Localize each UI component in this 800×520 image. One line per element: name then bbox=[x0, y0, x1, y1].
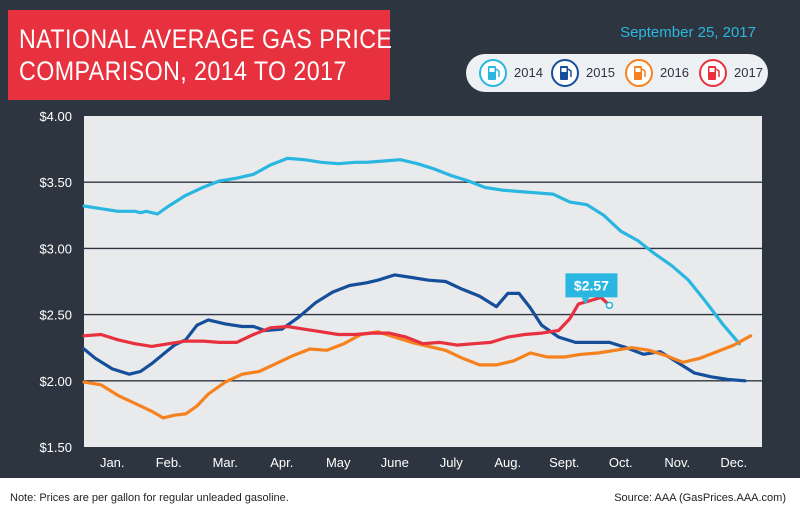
source-credit: Source: AAA (GasPrices.AAA.com) bbox=[614, 492, 786, 504]
gas-pump-icon bbox=[479, 59, 507, 87]
footnote: Note: Prices are per gallon for regular … bbox=[10, 492, 289, 504]
x-tick-label: Nov. bbox=[664, 455, 690, 470]
x-tick-label: June bbox=[381, 455, 409, 470]
series-line-2017 bbox=[82, 295, 612, 348]
x-tick-label: Sept. bbox=[549, 455, 579, 470]
y-tick-label: $4.00 bbox=[39, 109, 72, 124]
y-tick-label: $2.00 bbox=[39, 374, 72, 389]
x-tick-label: Aug. bbox=[494, 455, 521, 470]
legend-label: 2016 bbox=[660, 65, 689, 80]
series-line-2014 bbox=[82, 156, 741, 346]
report-date: September 25, 2017 bbox=[620, 24, 756, 41]
gas-pump-icon bbox=[625, 59, 653, 87]
x-tick-label: July bbox=[440, 455, 464, 470]
y-tick-label: $3.00 bbox=[39, 241, 72, 256]
chart-title-line-2: COMPARISON, 2014 TO 2017 bbox=[19, 56, 347, 86]
x-tick-label: Feb. bbox=[156, 455, 182, 470]
gas-pump-icon bbox=[699, 59, 727, 87]
footer: Note: Prices are per gallon for regular … bbox=[0, 478, 800, 520]
y-tick-label: $2.50 bbox=[39, 308, 72, 323]
annotation-label: $2.57 bbox=[574, 277, 609, 293]
title-banner: NATIONAL AVERAGE GAS PRICE COMPARISON, 2… bbox=[8, 10, 393, 100]
x-tick-label: Oct. bbox=[609, 455, 633, 470]
legend: 2014 2015 2016 2017 bbox=[466, 54, 768, 92]
series-line-2016 bbox=[82, 330, 753, 420]
plot-area bbox=[84, 116, 762, 447]
x-tick-label: Dec. bbox=[720, 455, 747, 470]
legend-label: 2017 bbox=[734, 65, 763, 80]
legend-label: 2015 bbox=[586, 65, 615, 80]
annotation-marker bbox=[605, 301, 614, 310]
gas-pump-icon bbox=[551, 59, 579, 87]
x-tick-label: Jan. bbox=[100, 455, 125, 470]
line-chart: $4.00 $3.50 $3.00 $2.50 $2.00 $1.50 Jan. Feb. Ma… bbox=[39, 109, 762, 470]
x-tick-label: Apr. bbox=[270, 455, 293, 470]
y-tick-label: $1.50 bbox=[39, 440, 72, 455]
y-tick-label: $3.50 bbox=[39, 175, 72, 190]
annotation-pointer bbox=[581, 297, 590, 305]
x-tick-label: Mar. bbox=[213, 455, 238, 470]
chart-title-line-1: NATIONAL AVERAGE GAS PRICE bbox=[19, 24, 393, 54]
legend-label: 2014 bbox=[514, 65, 543, 80]
x-tick-label: May bbox=[326, 455, 351, 470]
annotation-box bbox=[565, 273, 618, 298]
